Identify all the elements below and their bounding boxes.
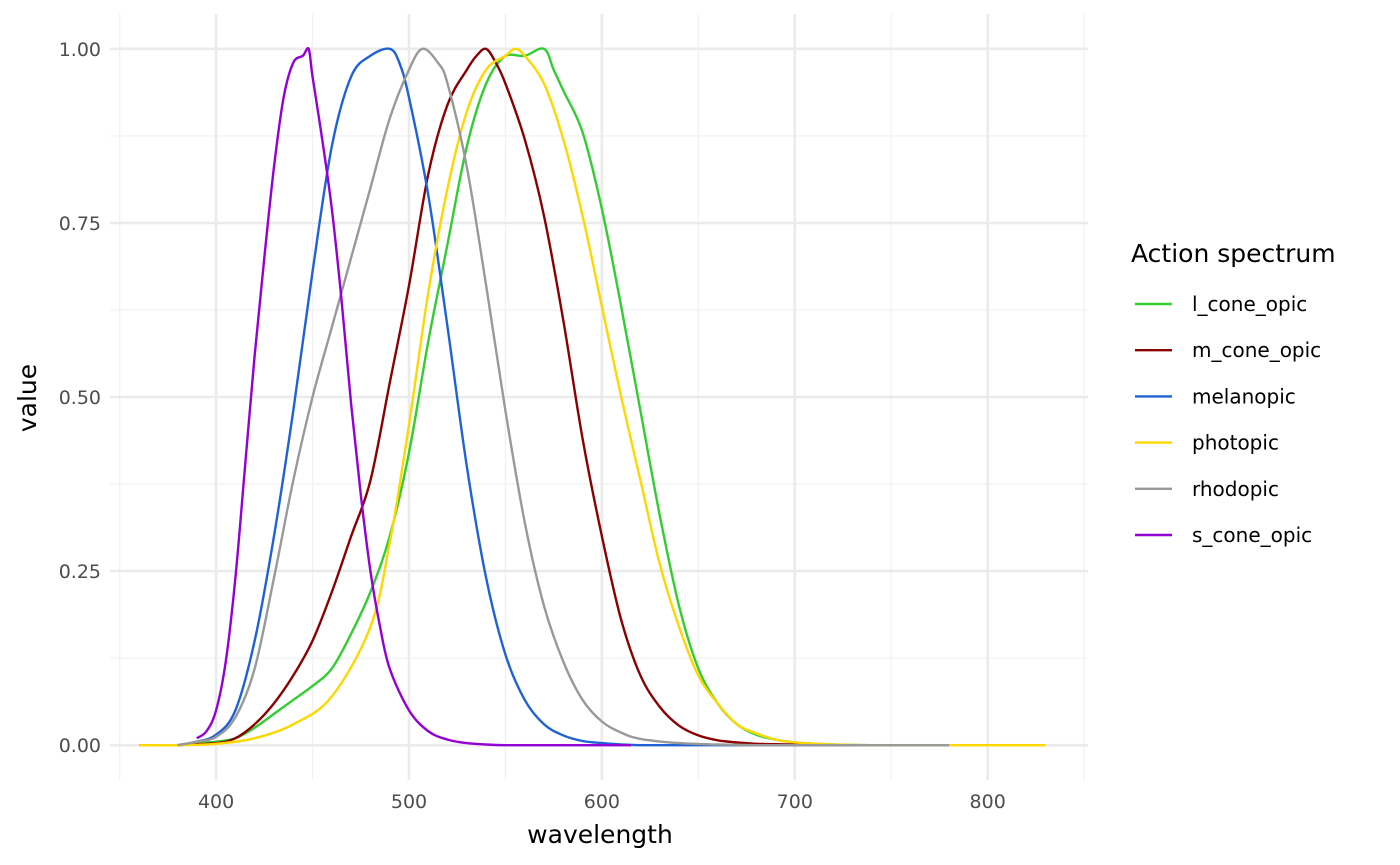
y-tick-label: 0.50 <box>59 387 101 409</box>
legend-label-l-cone-opic: l_cone_opic <box>1192 292 1307 316</box>
series-line-s-cone-opic <box>196 46 631 747</box>
y-tick-label: 0.00 <box>59 735 101 757</box>
legend: Action spectrum l_cone_opic m_cone_opicme… <box>1131 239 1336 547</box>
grid-major <box>110 14 1088 780</box>
legend-label-m-cone-opic: m_cone_opic <box>1192 338 1321 362</box>
x-tick-labels: 400 500 600 700 800 <box>198 791 1006 813</box>
legend-label-s-cone-opic: s_cone_opic <box>1192 523 1312 547</box>
legend-items: l_cone_opic m_cone_opic melanopic photopic r… <box>1135 292 1321 547</box>
y-tick-labels: 0.00 0.25 0.50 0.75 1.00 <box>59 39 101 757</box>
x-axis-title: wavelength <box>527 820 673 849</box>
legend-title: Action spectrum <box>1131 239 1336 268</box>
series-line-photopic <box>138 47 1046 747</box>
x-tick-label: 500 <box>391 791 427 813</box>
y-tick-label: 0.25 <box>59 561 101 583</box>
x-tick-label: 600 <box>584 791 620 813</box>
legend-label-photopic: photopic <box>1192 431 1279 455</box>
y-tick-label: 1.00 <box>59 39 101 61</box>
y-tick-label: 0.75 <box>59 213 101 235</box>
x-tick-label: 800 <box>970 791 1006 813</box>
series-lines <box>138 46 1046 747</box>
x-tick-label: 700 <box>777 791 813 813</box>
series-line-m-cone-opic <box>177 47 950 747</box>
legend-label-melanopic: melanopic <box>1192 384 1296 408</box>
x-tick-label: 400 <box>198 791 234 813</box>
y-axis-title: value <box>13 364 42 432</box>
series-line-rhodopic <box>177 47 950 747</box>
legend-label-rhodopic: rhodopic <box>1192 477 1279 501</box>
